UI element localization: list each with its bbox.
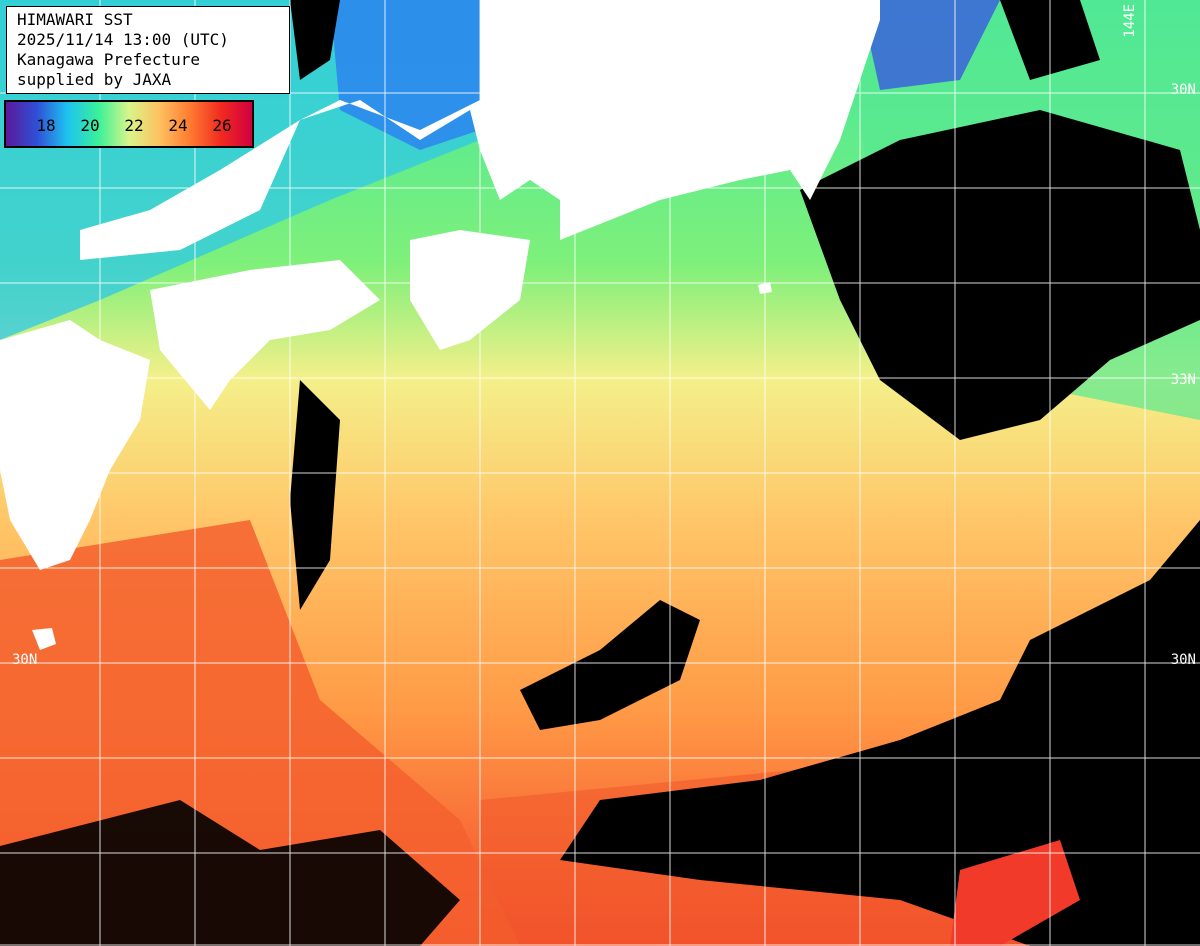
info-box: HIMAWARI SST 2025/11/14 13:00 (UTC) Kana…: [6, 6, 290, 94]
cloud-mask-south-band: [0, 800, 460, 946]
cloud-streak-west: [290, 380, 340, 610]
cloud-mask-top: [290, 0, 1100, 80]
legend-tick: 26: [212, 116, 232, 135]
inner-bay-water: [330, 0, 480, 150]
observation-datetime: 2025/11/14 13:00 (UTC): [17, 30, 229, 49]
latitude-label-west-33: 33: [12, 372, 29, 388]
cloud-mask-center: [520, 600, 700, 730]
latitude-label-west-30: 30N: [12, 652, 38, 668]
legend-tick: 18: [36, 116, 56, 135]
legend-tick: 24: [168, 116, 188, 135]
latitude-label-east-top: 30N: [1170, 82, 1196, 98]
cloud-mask-east: [800, 110, 1200, 440]
land-tanegashima: [32, 628, 56, 650]
longitude-label-136e: 136E: [482, 4, 498, 38]
warm-patch-southeast: [950, 840, 1080, 946]
longitude-label-144e: 144E: [1122, 4, 1138, 38]
credit-label: supplied by JAXA: [17, 70, 172, 89]
legend-tick: 20: [80, 116, 100, 135]
land-kii-peninsula: [410, 230, 530, 350]
cloud-mask-southeast: [560, 520, 1200, 946]
land-kyushu: [0, 320, 150, 570]
latitude-label-east-30: 30N: [1170, 652, 1196, 668]
legend-tick: 22: [124, 116, 144, 135]
bay-water-north: [860, 0, 1000, 90]
temperature-legend: 18 20 22 24 26: [4, 100, 254, 148]
region-label: Kanagawa Prefecture: [17, 50, 201, 69]
land-shikoku: [150, 260, 380, 410]
latitude-label-east-33: 33N: [1170, 372, 1196, 388]
map-title: HIMAWARI SST: [17, 10, 133, 29]
